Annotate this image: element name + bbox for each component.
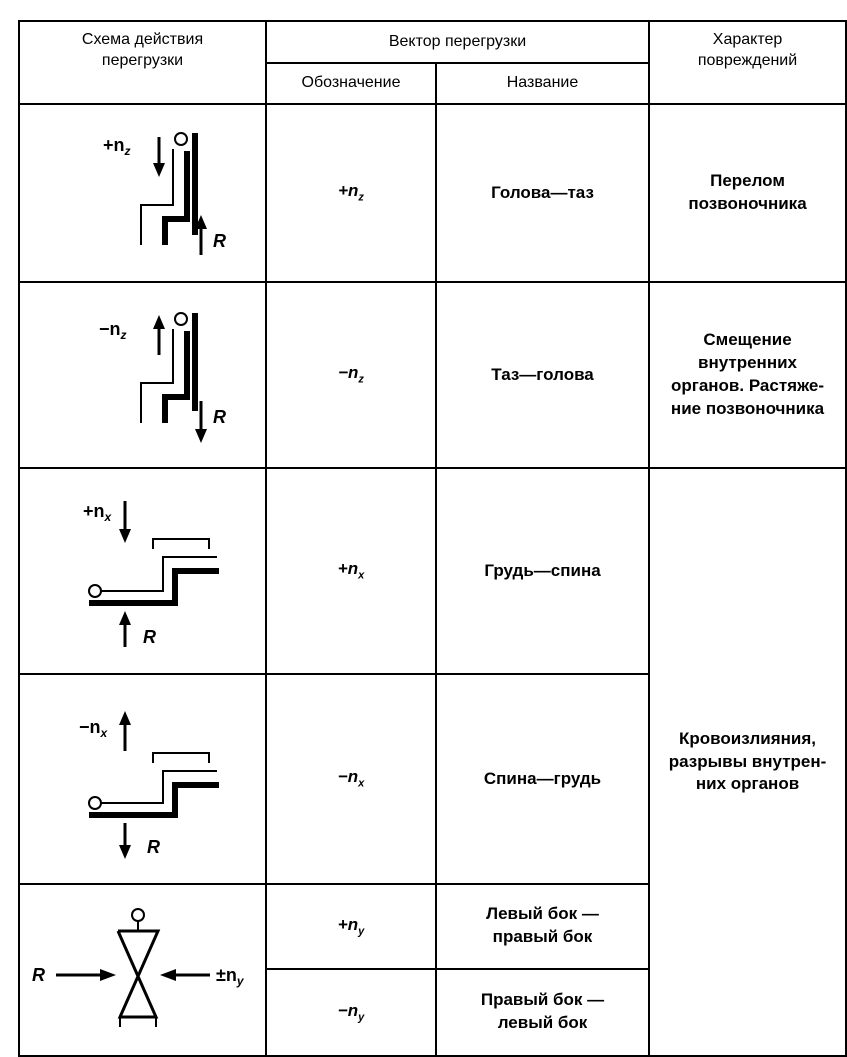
load-label: −nz	[99, 319, 127, 342]
scheme-cell: R ±ny	[18, 883, 267, 1057]
designation: −ny	[265, 967, 437, 1057]
designation: +ny	[265, 883, 437, 970]
page: Схема действия перегрузки Вектор перегру…	[18, 20, 847, 1057]
damage: Кровоизлияния, разрывы внутрен- них орга…	[648, 467, 847, 1057]
load-sub: y	[236, 974, 245, 988]
vector-name: Правый бок — левый бок	[434, 967, 651, 1057]
header-vector: Вектор перегрузки	[264, 20, 651, 64]
designation-main: −n	[337, 767, 359, 787]
vector-name: Спина—грудь	[434, 673, 651, 885]
designation-main: +n	[338, 181, 359, 201]
vector-name: Таз—голова	[434, 281, 651, 469]
designation-sub: y	[358, 925, 365, 938]
damage: Смещение внутренних органов. Растяже- ни…	[648, 281, 847, 469]
vector-name: Голова—таз	[434, 103, 651, 283]
header-damage: Характер повреждений	[648, 20, 847, 105]
scheme-cell: −nx R	[18, 673, 267, 885]
load-label: +nz	[103, 135, 131, 158]
scheme-cell: −nz R	[18, 281, 267, 469]
load-sub: z	[123, 144, 130, 158]
designation-sub: z	[358, 373, 364, 386]
scheme-diagram: −nz R	[99, 312, 226, 443]
header-name: Название	[434, 62, 651, 105]
load-label: −nx	[79, 717, 109, 740]
header-scheme: Схема действия перегрузки	[18, 20, 267, 105]
reaction-label: R	[147, 837, 160, 857]
load-sub: z	[119, 328, 126, 342]
designation-main: −n	[337, 1000, 359, 1020]
designation-main: +n	[337, 914, 359, 934]
reaction-label: R	[213, 231, 226, 251]
reaction-label: R	[143, 627, 156, 647]
load-main: −n	[99, 319, 121, 339]
load-sub: x	[99, 726, 108, 740]
load-main: +n	[83, 501, 105, 521]
overload-table: Схема действия перегрузки Вектор перегру…	[18, 20, 847, 1057]
load-label: ±ny	[216, 965, 245, 988]
vector-name: Грудь—спина	[434, 467, 651, 675]
reaction-label: R	[32, 965, 45, 985]
scheme-diagram: R ±ny	[32, 908, 245, 1027]
designation-sub: z	[358, 191, 364, 204]
designation-sub: x	[358, 777, 365, 790]
designation-sub: x	[358, 569, 365, 582]
load-label: +nx	[83, 501, 113, 524]
designation-sub: y	[358, 1011, 365, 1024]
designation: −nx	[265, 673, 437, 885]
scheme-diagram: −nx R	[79, 711, 219, 859]
designation: +nx	[265, 467, 437, 675]
load-sub: x	[103, 510, 112, 524]
damage: Перелом позвоночника	[648, 103, 847, 283]
vector-name: Левый бок — правый бок	[434, 883, 651, 970]
load-main: −n	[79, 717, 101, 737]
designation: −nz	[265, 281, 437, 469]
reaction-label: R	[213, 407, 226, 427]
designation-main: −n	[338, 363, 359, 383]
header-designation: Обозначение	[265, 62, 437, 105]
designation: +nz	[265, 103, 437, 283]
scheme-cell: +nz R	[18, 103, 267, 283]
scheme-diagram: +nx R	[83, 501, 219, 647]
designation-main: +n	[337, 559, 359, 579]
load-main: ±n	[216, 965, 237, 985]
scheme-diagram: +nz R	[103, 132, 226, 255]
load-main: +n	[103, 135, 125, 155]
scheme-cell: +nx R	[18, 467, 267, 675]
